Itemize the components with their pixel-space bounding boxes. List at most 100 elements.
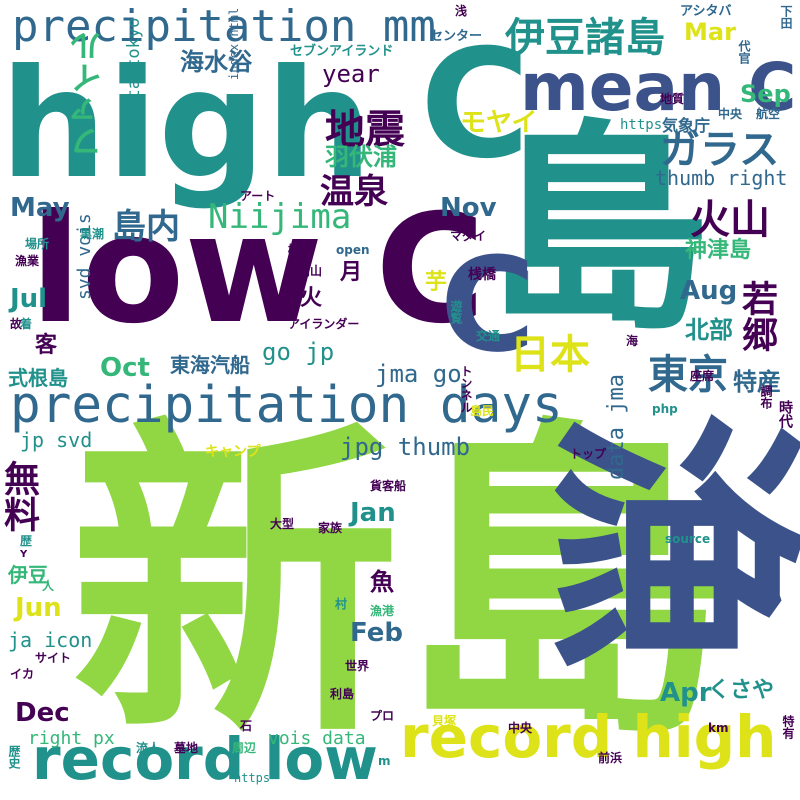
word-kaisuiyoku: 海水浴 bbox=[180, 48, 252, 76]
word-kazan: 火山 bbox=[690, 197, 770, 243]
word-ika: イカ bbox=[10, 667, 35, 681]
word-kotsu: 交通 bbox=[476, 329, 501, 343]
word-open: open bbox=[336, 243, 370, 257]
word-izu-shoto: 伊豆諸島 bbox=[505, 15, 665, 61]
word-niijima-latin: Niijima bbox=[208, 197, 352, 237]
word-shuhen: 周辺 bbox=[232, 741, 257, 755]
word-km: km bbox=[708, 721, 729, 735]
word-right-px: right px bbox=[28, 728, 115, 749]
word-maehama: 前浜 bbox=[598, 751, 623, 765]
word-shikinejima: 式根島 bbox=[8, 366, 68, 390]
word-tokyo: 東京 bbox=[648, 352, 728, 398]
word-art: アート bbox=[240, 189, 276, 203]
word-nov: Nov bbox=[440, 193, 497, 223]
word-shimanai: 島内 bbox=[112, 207, 180, 247]
word-gyoko: 漁港 bbox=[370, 604, 395, 618]
word-shimoda: 下田 bbox=[779, 5, 793, 29]
word-c-large: C bbox=[420, 18, 531, 192]
word-daikan: 代官 bbox=[737, 40, 751, 64]
word-mar: Mar bbox=[684, 18, 736, 46]
word-kyaku: 客 bbox=[35, 333, 58, 358]
word-izu: 伊豆 bbox=[8, 563, 48, 587]
word-hi: 火 bbox=[300, 286, 323, 311]
word-reki: 歴 bbox=[20, 534, 33, 548]
word-chofu: 調布 bbox=[759, 385, 773, 409]
word-umi: 海 bbox=[626, 334, 639, 348]
word-kishocho: 気象庁 bbox=[662, 116, 711, 135]
word-data-jma: data jma bbox=[604, 374, 629, 480]
word-kuroshio: 黒潮 bbox=[80, 227, 105, 241]
word-c-vertical: C bbox=[440, 229, 536, 381]
word-basho: 場所 bbox=[25, 237, 50, 251]
word-tsuki: 月 bbox=[340, 260, 363, 285]
word-asa: 浅 bbox=[455, 4, 468, 18]
word-record-high: record high bbox=[400, 703, 777, 771]
word-islander: アイランダー bbox=[288, 317, 360, 331]
word-camp: キャンプ bbox=[205, 444, 261, 460]
word-ko: 故 bbox=[10, 317, 23, 331]
word-data-tokyo: data tokyo bbox=[124, 17, 144, 120]
word-nihon: 日本 bbox=[510, 332, 590, 378]
word-mean-c: mean C bbox=[520, 49, 797, 126]
word-sekai: 世界 bbox=[345, 659, 370, 673]
word-ashitaba: アシタバ bbox=[680, 4, 732, 19]
word-y: Y bbox=[20, 549, 28, 560]
word-year: year bbox=[322, 60, 380, 88]
word-onsen: 温泉 bbox=[320, 172, 388, 212]
word-center: センター bbox=[430, 29, 483, 44]
word-sanbashi: 桟橋 bbox=[468, 267, 496, 283]
word-thumb-right: thumb right bbox=[655, 166, 788, 190]
word-seven-island: セブンアイランド bbox=[290, 44, 394, 59]
word-mukaiyama: 向山 bbox=[298, 264, 323, 278]
word-jidai: 時代 bbox=[777, 400, 793, 428]
word-tokai-kisen: 東海汽船 bbox=[170, 353, 250, 377]
word-kazoku: 家族 bbox=[318, 521, 343, 535]
word-muryo: 無料 bbox=[0, 460, 39, 532]
word-tokuyu: 特有 bbox=[781, 715, 795, 739]
word-site: サイト bbox=[35, 651, 72, 665]
word-vois-data: vois data bbox=[268, 728, 366, 749]
word-dec: Dec bbox=[15, 698, 70, 728]
word-oct: Oct bbox=[100, 353, 150, 383]
word-chaku: 着 bbox=[20, 317, 33, 331]
word-zaseki: 座席 bbox=[690, 369, 715, 383]
word-runin: 流人 bbox=[136, 741, 161, 755]
word-feb: Feb bbox=[350, 618, 403, 648]
word-niijima-kanji: 新島 bbox=[70, 393, 730, 777]
word-koku: 航空 bbox=[756, 107, 781, 121]
word-https-bottom: https bbox=[234, 771, 271, 785]
word-jan: Jan bbox=[350, 498, 396, 528]
word-kusaya: くさや bbox=[708, 678, 775, 703]
word-kizai: 機材 bbox=[288, 243, 313, 257]
word-garasu: ガラス bbox=[660, 127, 780, 173]
word-sakana: 魚 bbox=[370, 568, 394, 596]
word-source: source bbox=[665, 532, 711, 546]
word-hokubu: 北部 bbox=[685, 316, 733, 344]
word-jpg-thumb: jpg thumb bbox=[340, 433, 471, 461]
word-jma-go: jma go bbox=[375, 360, 462, 388]
word-fairu: ファイル bbox=[69, 30, 107, 158]
word-ja-icon: ja icon bbox=[8, 628, 93, 652]
word-habushiura: 羽伏浦 bbox=[325, 143, 397, 171]
word-chishitsu: 地質 bbox=[660, 92, 685, 106]
word-hito: 人 bbox=[42, 579, 55, 593]
word-go-jp: go jp bbox=[262, 338, 335, 366]
word-kaizuka: 貝塚 bbox=[432, 714, 457, 728]
word-pro: プロ bbox=[370, 709, 395, 723]
word-mura: 村 bbox=[335, 597, 348, 611]
word-https-top: https bbox=[620, 117, 663, 133]
word-low-c: low C bbox=[30, 183, 486, 357]
word-jishin: 地震 bbox=[325, 107, 405, 153]
word-toshima: 利島 bbox=[330, 687, 355, 701]
word-m: m bbox=[378, 754, 391, 768]
word-high-big: high bbox=[0, 38, 373, 212]
word-ogata: 大型 bbox=[270, 517, 295, 531]
word-kozushima: 神津島 bbox=[685, 238, 752, 263]
word-chuo-bottom: 中央 bbox=[508, 721, 533, 735]
word-aug: Aug bbox=[680, 276, 738, 306]
word-top: トップ bbox=[570, 447, 607, 461]
word-sep: Sep bbox=[740, 80, 791, 108]
word-tunnel: トンネル bbox=[459, 365, 473, 413]
word-jp-svd: jp svd bbox=[20, 428, 93, 452]
